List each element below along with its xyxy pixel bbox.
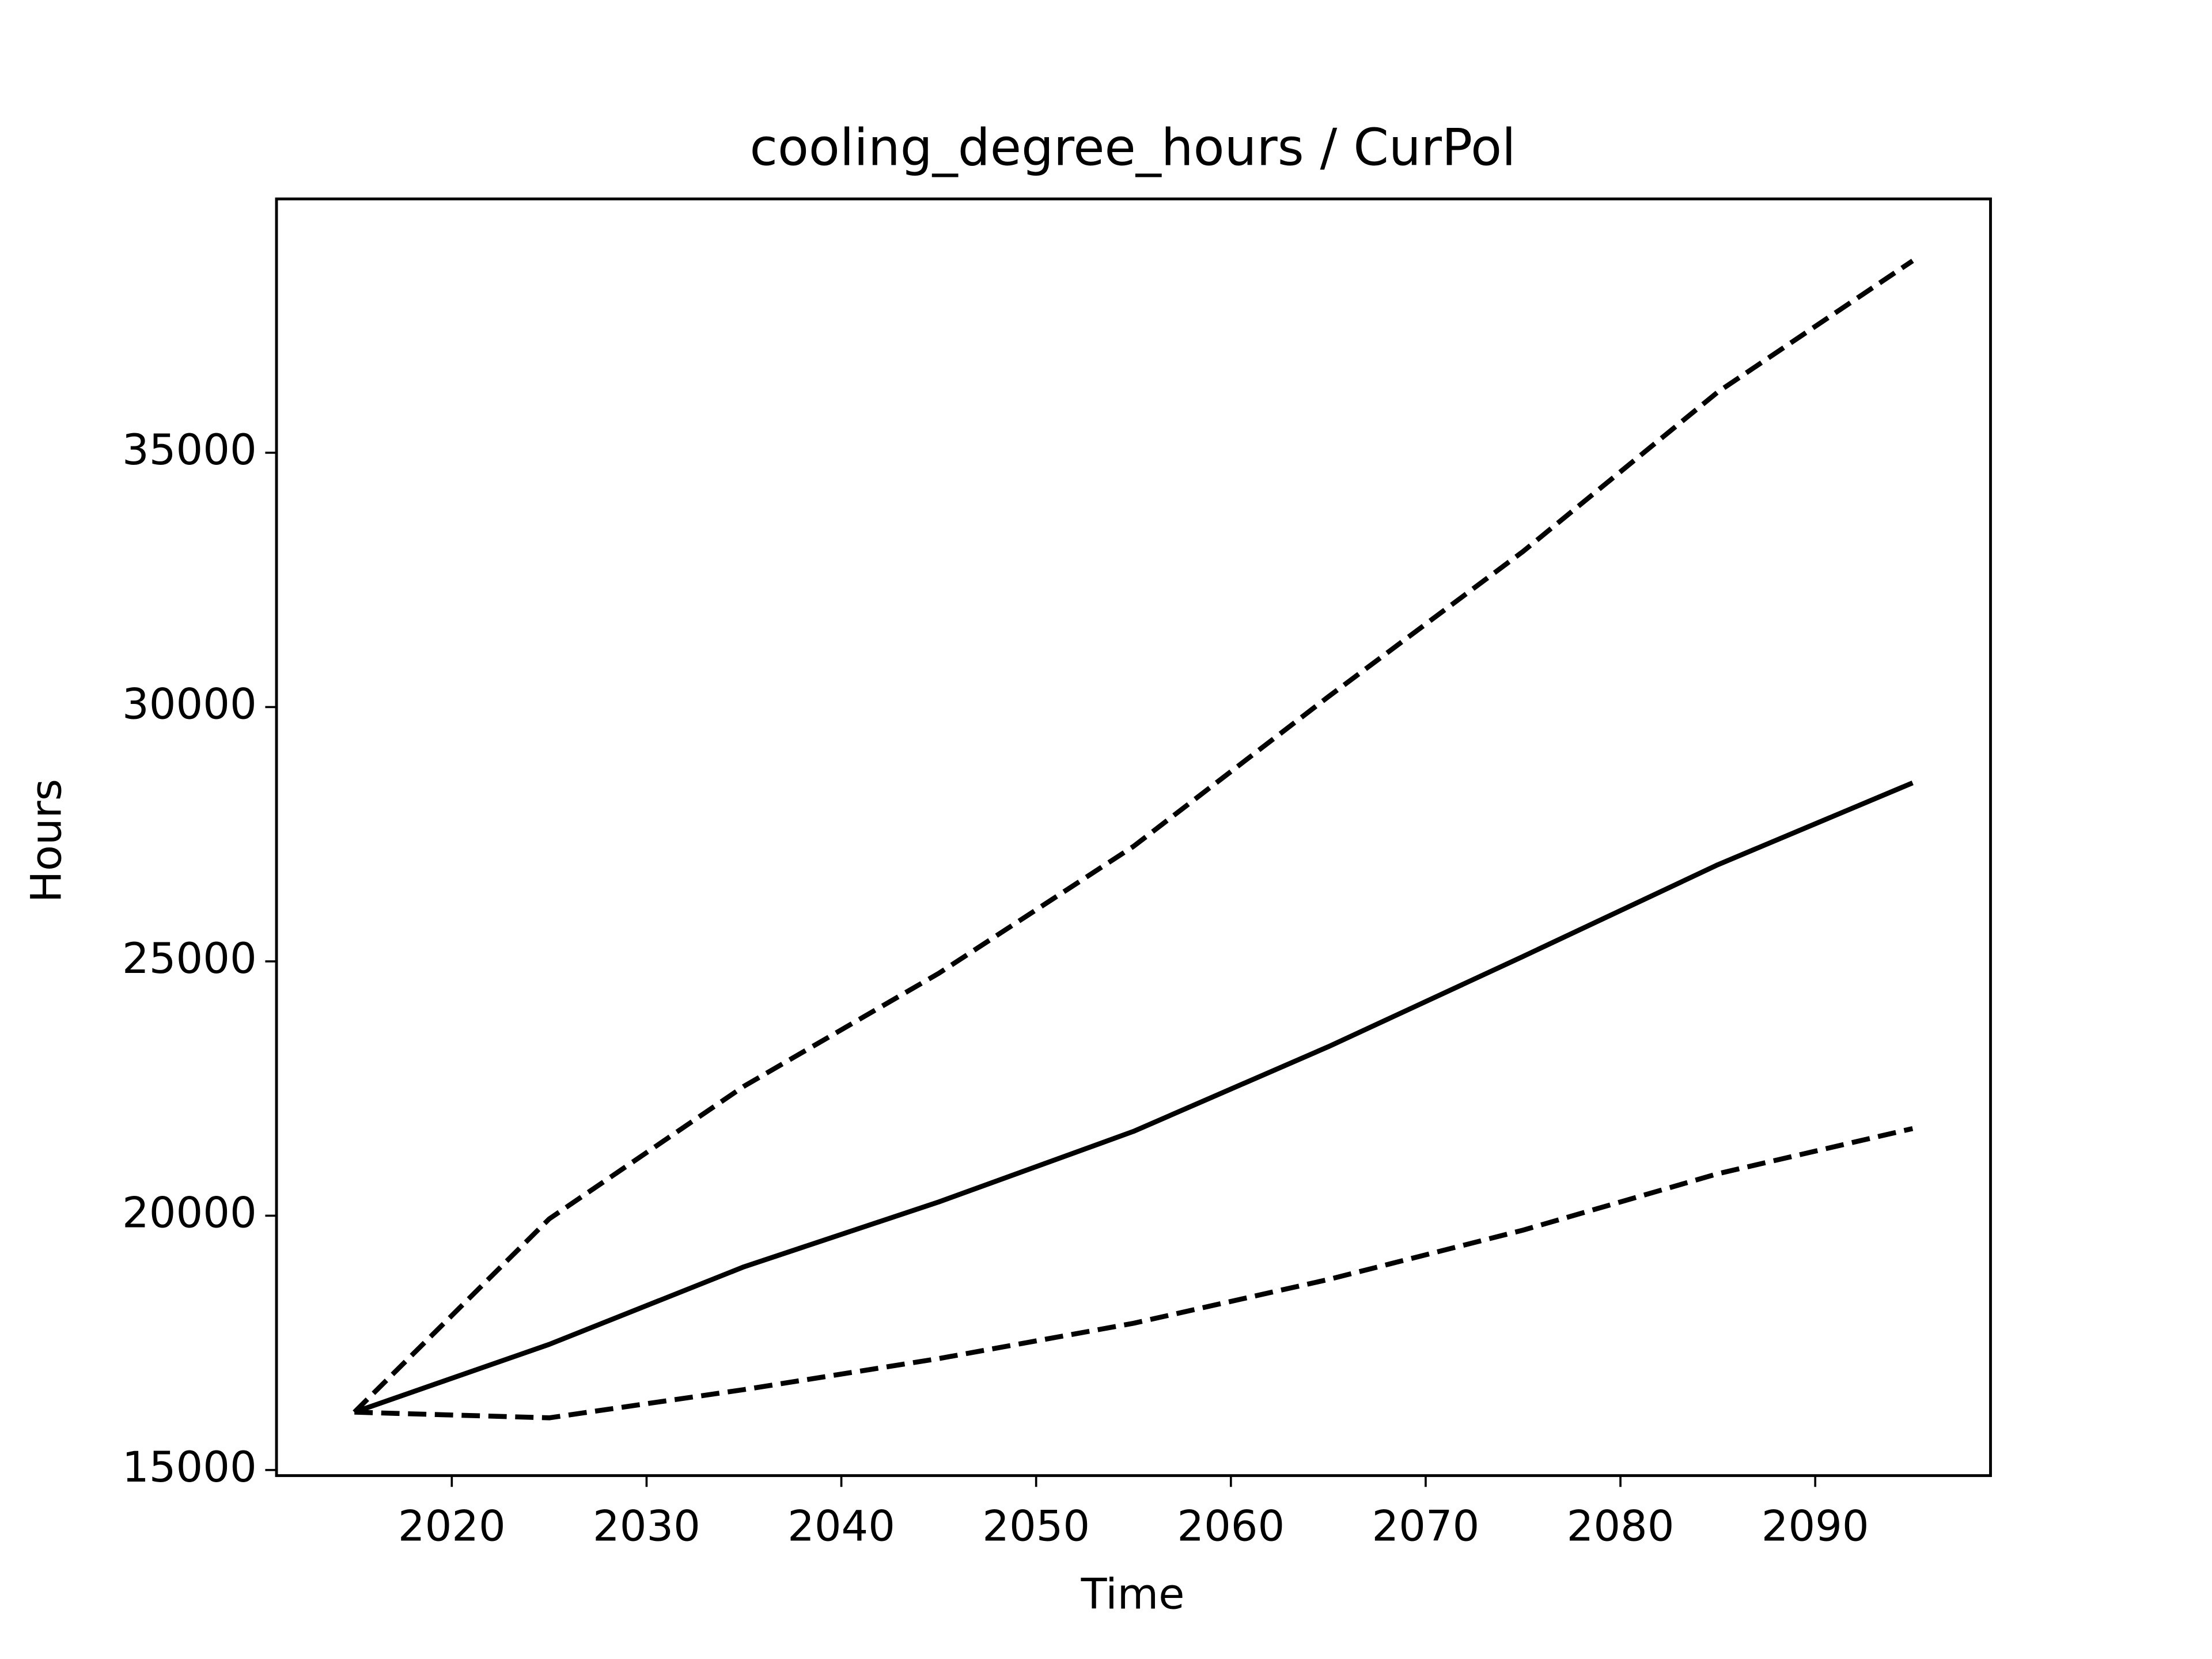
line-series — [353, 781, 1914, 1415]
y-tick-label: 20000 — [122, 1188, 257, 1237]
x-tick-label: 2070 — [1372, 1502, 1479, 1551]
x-tick-label: 2060 — [1177, 1502, 1285, 1551]
plot-frame — [275, 197, 1992, 1478]
y-axis-label: Hours — [22, 779, 71, 903]
x-tick-label: 2020 — [398, 1502, 506, 1551]
y-tick-label: 30000 — [122, 680, 257, 729]
x-axis-label: Time — [1081, 1570, 1185, 1619]
chart-title: cooling_degree_hours / CurPol — [750, 118, 1516, 177]
line-series — [354, 1126, 1914, 1421]
y-tick-label: 25000 — [122, 934, 257, 983]
line-series — [353, 259, 1914, 1414]
x-tick-label: 2030 — [593, 1502, 700, 1551]
x-tick-label: 2050 — [982, 1502, 1090, 1551]
x-tick-label: 2040 — [787, 1502, 895, 1551]
x-tick-label: 2080 — [1567, 1502, 1675, 1551]
y-tick-label: 35000 — [122, 426, 257, 475]
y-tick-label: 15000 — [122, 1443, 257, 1492]
x-tick-label: 2090 — [1762, 1502, 1869, 1551]
